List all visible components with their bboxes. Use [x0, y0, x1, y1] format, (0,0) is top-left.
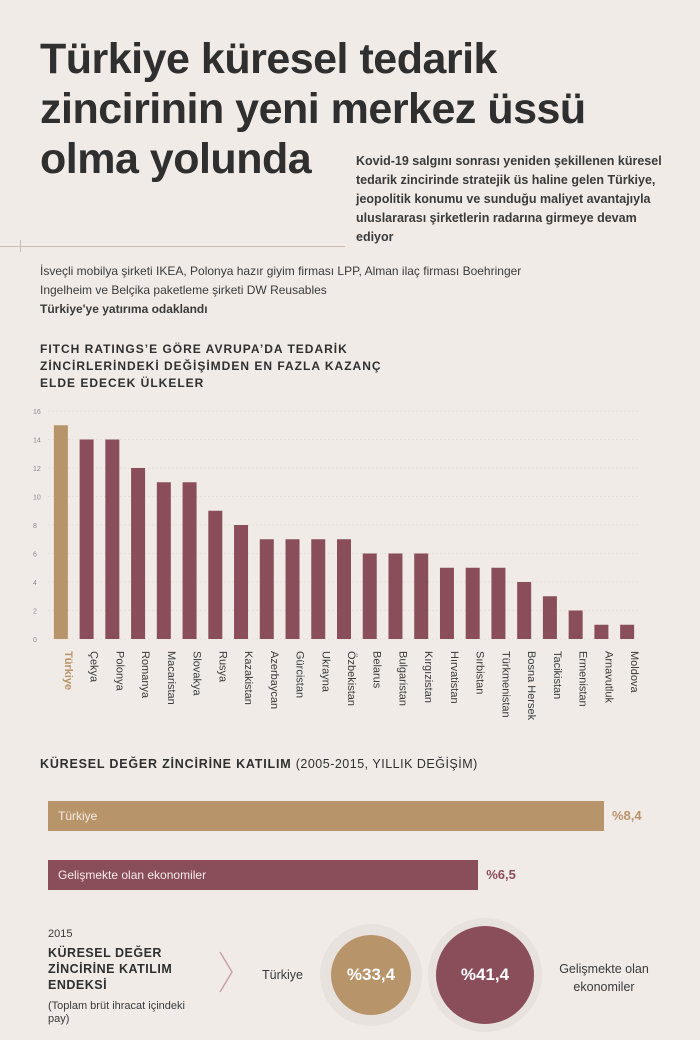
- title-line-1: Türkiye küresel tedarik: [40, 35, 497, 83]
- value-chain-title: KÜRESEL DEĞER ZİNCİRİNE KATILIM (2005-20…: [40, 757, 478, 771]
- x-tick-label: Arnavutluk: [602, 651, 614, 703]
- intro-text: İsveçli mobilya şirketi IKEA, Polonya ha…: [40, 264, 522, 297]
- x-tick-label: Gürcistan: [294, 651, 306, 698]
- lead-paragraph: Kovid-19 salgını sonrası yeniden şekille…: [356, 154, 662, 244]
- bar-kazakistan: [234, 525, 249, 639]
- bar-ermenistan: [568, 610, 583, 639]
- bar-polonya: [105, 439, 120, 639]
- bar-chart-title: FITCH RATINGS’E GÖRE AVRUPA’DA TEDARİK Z…: [40, 342, 382, 390]
- page-title: Türkiye küresel tedarik zincirinin yeni …: [40, 34, 660, 184]
- hbar-emerging: Gelişmekte olan ekonomiler: [48, 860, 479, 890]
- bar-moldova: [620, 624, 635, 639]
- y-tick-label: 14: [33, 438, 41, 445]
- x-tick-label: Slovakya: [191, 651, 203, 697]
- bar-slovakya: [182, 482, 197, 639]
- x-tick-label: Sırbistan: [474, 651, 486, 694]
- index-note: (Toplam brüt ihracat içindeki pay): [48, 1000, 185, 1025]
- bar-bosna hersek: [517, 582, 532, 639]
- y-tick-label: 4: [33, 580, 37, 587]
- hbar-turkiye: Türkiye: [48, 801, 604, 831]
- x-tick-label: Tacikistan: [551, 651, 563, 699]
- hbar-label: Gelişmekte olan ekonomiler: [58, 868, 207, 882]
- y-tick-label: 8: [33, 523, 37, 530]
- bar-ukrayna: [311, 539, 326, 639]
- y-tick-label: 0: [33, 637, 37, 644]
- divider-tick: [20, 240, 21, 252]
- bar-bulgaristan: [388, 553, 403, 639]
- x-tick-label: Azerbaycan: [268, 651, 280, 709]
- bar-romanya: [131, 468, 146, 639]
- x-tick-label: Moldova: [628, 651, 640, 693]
- bar-sırbistan: [465, 567, 480, 639]
- y-tick-label: 10: [33, 495, 41, 502]
- bar-gürcistan: [285, 539, 300, 639]
- x-tick-label: Ukrayna: [319, 651, 331, 693]
- title-line-2: zincirinin yeni merkez üssü: [40, 85, 586, 133]
- index-value-emerging: %41,4: [436, 926, 534, 1024]
- y-tick-label: 16: [33, 409, 41, 416]
- x-tick-label: Belarus: [371, 651, 383, 689]
- x-tick-label: Romanya: [139, 651, 151, 699]
- divider-line: [0, 246, 345, 247]
- bar-rusya: [208, 510, 223, 639]
- x-tick-label: Rusya: [216, 651, 228, 683]
- intro-bold-text: Türkiye'ye yatırıma odaklandı: [40, 302, 208, 316]
- bar-belarus: [362, 553, 377, 639]
- x-tick-label: Türkmenistan: [499, 651, 511, 718]
- y-tick-label: 2: [33, 609, 37, 616]
- index-title: KÜRESEL DEĞER ZİNCİRİNE KATILIM ENDEKSİ: [48, 946, 173, 992]
- x-tick-label: Kırgızistan: [422, 651, 434, 703]
- x-tick-label: Özbekistan: [345, 651, 357, 706]
- bar-özbekistan: [337, 539, 351, 639]
- x-tick-label: Ermenistan: [577, 651, 589, 707]
- bar-azerbaycan: [259, 539, 274, 639]
- x-tick-label: Bulgaristan: [396, 651, 408, 706]
- title-line-3: olma yolunda: [40, 135, 312, 183]
- country-bar-chart: 0 2 4 6 8 10 12 14 16 Türkiye Çekya Polonya Romanya M…: [33, 409, 640, 721]
- bar-macaristan: [156, 482, 171, 639]
- x-tick-label: Bosna Hersek: [525, 651, 537, 721]
- index-value-turkiye: %33,4: [331, 935, 411, 1015]
- index-label-emerging: Gelişmekte olan ekonomiler: [559, 962, 649, 994]
- bar-çekya: [79, 439, 94, 639]
- hbar-value-turkiye: %8,4: [612, 808, 642, 823]
- bar-hırvatistan: [439, 567, 454, 639]
- y-tick-label: 12: [33, 466, 41, 473]
- x-tick-label: Çekya: [88, 651, 100, 683]
- y-tick-label: 6: [33, 552, 37, 559]
- value-chain-subtitle: (2005-2015, YILLIK DEĞİŞİM): [295, 757, 478, 771]
- chevron-right-icon: [219, 951, 233, 993]
- hbar-value-emerging: %6,5: [486, 867, 516, 882]
- bar-türkmenistan: [491, 567, 506, 639]
- bar-arnavutluk: [594, 624, 609, 639]
- bar-türkiye: [53, 425, 68, 639]
- intro-paragraph: İsveçli mobilya şirketi IKEA, Polonya ha…: [40, 262, 560, 319]
- bar-tacikistan: [542, 596, 557, 639]
- index-label-turkiye: Türkiye: [262, 968, 303, 982]
- x-tick-label: Polonya: [113, 651, 125, 692]
- value-chain-title-main: KÜRESEL DEĞER ZİNCİRİNE KATILIM: [40, 757, 292, 771]
- bar-kırgızistan: [414, 553, 429, 639]
- x-tick-label: Hırvatistan: [448, 651, 460, 704]
- x-tick-label: Kazakistan: [242, 651, 254, 705]
- x-tick-label: Türkiye: [62, 651, 74, 690]
- index-year: 2015: [48, 928, 73, 940]
- hbar-label: Türkiye: [58, 809, 98, 823]
- x-tick-label: Macaristan: [165, 651, 177, 705]
